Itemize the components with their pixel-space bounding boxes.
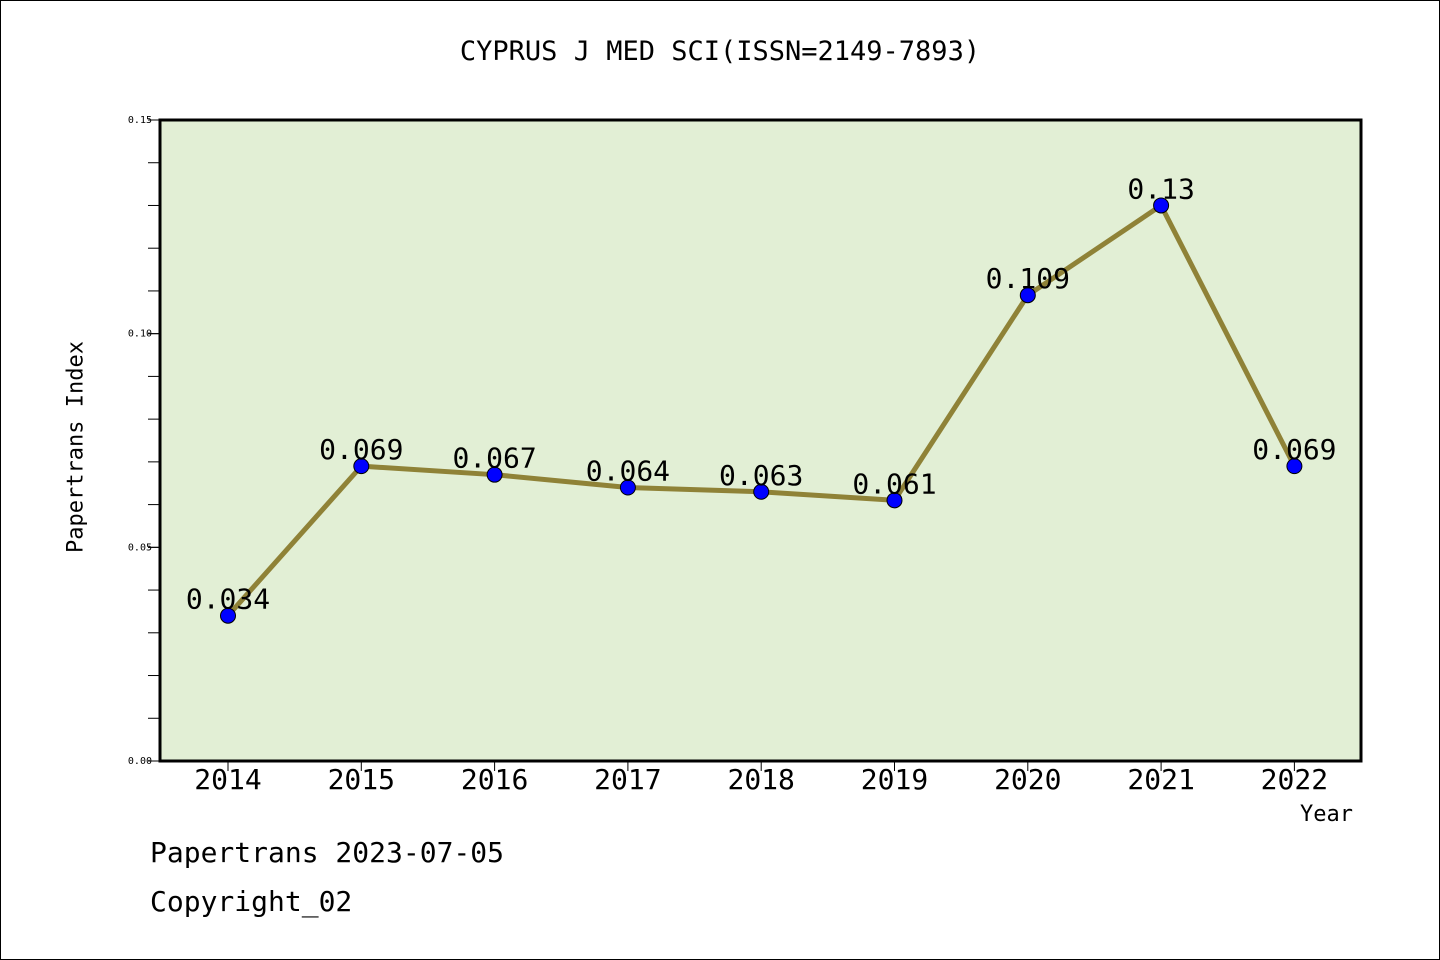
- y-tick-label: 0.00: [128, 756, 152, 767]
- data-label: 0.109: [986, 262, 1070, 295]
- x-tick-label: 2014: [194, 763, 261, 796]
- y-tick-label: 0.10: [128, 329, 152, 340]
- plot-area: [160, 120, 1361, 761]
- data-label: 0.061: [852, 467, 936, 500]
- data-label: 0.069: [319, 433, 403, 466]
- series-layer: [220, 197, 1303, 624]
- x-axis-label: Year: [1300, 802, 1353, 827]
- x-tick-label: 2017: [594, 763, 661, 796]
- x-tick-label: 2015: [328, 763, 395, 796]
- data-label: 0.069: [1252, 433, 1336, 466]
- x-tick-label: 2019: [861, 763, 928, 796]
- chart-title: CYPRUS J MED SCI(ISSN=2149-7893): [459, 36, 981, 67]
- data-label: 0.034: [186, 583, 270, 616]
- data-point: [353, 458, 370, 475]
- data-label: 0.064: [586, 455, 670, 488]
- x-axis-ticks: 2014 2015 2016 2017 2018 2019 2020 2021 2022: [194, 761, 1328, 796]
- x-tick-label: 2020: [994, 763, 1061, 796]
- data-point: [753, 483, 770, 500]
- y-axis-ticks: 0.00 0.05 0.10 0.15: [128, 115, 160, 767]
- x-tick-label: 2022: [1261, 763, 1328, 796]
- plot-border: [158, 118, 1363, 763]
- data-point: [886, 492, 903, 509]
- data-point: [1153, 197, 1170, 214]
- x-tick-label: 2021: [1127, 763, 1194, 796]
- y-tick-label: 0.05: [128, 542, 152, 553]
- data-point: [1286, 458, 1303, 475]
- footer-copyright: Copyright_02: [150, 885, 353, 918]
- data-point: [220, 607, 236, 624]
- y-tick-label: 0.15: [128, 115, 152, 126]
- x-tick-label: 2016: [461, 763, 528, 796]
- data-point: [486, 466, 503, 483]
- data-label: 0.067: [452, 442, 536, 475]
- data-label: 0.063: [719, 459, 803, 492]
- footer-date: Papertrans 2023-07-05: [150, 836, 505, 869]
- y-axis-label: Papertrans Index: [63, 341, 89, 553]
- data-point: [619, 479, 636, 496]
- data-point: [1019, 287, 1036, 304]
- x-tick-label: 2018: [727, 763, 794, 796]
- data-labels-layer: 0.034 0.069 0.067 0.064 0.063 0.061 0.109 0.13 0…: [186, 172, 1337, 615]
- data-label: 0.13: [1127, 172, 1194, 205]
